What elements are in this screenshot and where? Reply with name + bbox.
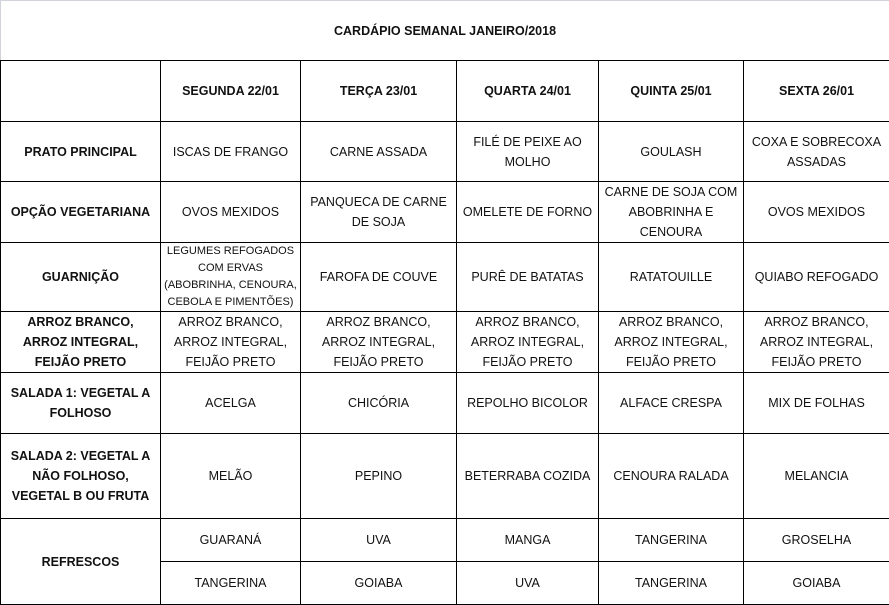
drink-cell: UVA	[301, 519, 457, 562]
day-header: QUARTA 24/01	[457, 61, 599, 122]
corner-cell	[1, 61, 161, 122]
menu-cell: FAROFA DE COUVE	[301, 243, 457, 312]
menu-cell: OMELETE DE FORNO	[457, 182, 599, 243]
menu-cell: PURÊ DE BATATAS	[457, 243, 599, 312]
row-label: PRATO PRINCIPAL	[1, 122, 161, 182]
menu-cell: QUIABO REFOGADO	[744, 243, 889, 312]
menu-cell: ACELGA	[161, 373, 301, 434]
table-row: ARROZ BRANCO, ARROZ INTEGRAL, FEIJÃO PRE…	[1, 312, 889, 373]
menu-cell: ARROZ BRANCO, ARROZ INTEGRAL, FEIJÃO PRE…	[599, 312, 744, 373]
drink-cell: MANGA	[457, 519, 599, 562]
drink-cell: TANGERINA	[161, 562, 301, 605]
menu-cell: COXA E SOBRECOXA ASSADAS	[744, 122, 889, 182]
day-header: QUINTA 25/01	[599, 61, 744, 122]
drink-cell: TANGERINA	[599, 519, 744, 562]
menu-cell: ALFACE CRESPA	[599, 373, 744, 434]
drink-cell: GOIABA	[301, 562, 457, 605]
drink-cell: GUARANÁ	[161, 519, 301, 562]
row-label: SALADA 1: VEGETAL A FOLHOSO	[1, 373, 161, 434]
menu-cell: OVOS MEXIDOS	[744, 182, 889, 243]
row-label: OPÇÃO VEGETARIANA	[1, 182, 161, 243]
menu-cell: OVOS MEXIDOS	[161, 182, 301, 243]
drink-cell: GOIABA	[744, 562, 889, 605]
menu-cell: CENOURA RALADA	[599, 434, 744, 519]
row-label: ARROZ BRANCO, ARROZ INTEGRAL, FEIJÃO PRE…	[1, 312, 161, 373]
menu-cell: CHICÓRIA	[301, 373, 457, 434]
menu-cell: ARROZ BRANCO, ARROZ INTEGRAL, FEIJÃO PRE…	[301, 312, 457, 373]
menu-cell: ARROZ BRANCO, ARROZ INTEGRAL, FEIJÃO PRE…	[161, 312, 301, 373]
row-label: REFRESCOS	[1, 519, 161, 605]
drink-cell: GROSELHA	[744, 519, 889, 562]
menu-cell: FILÉ DE PEIXE AO MOLHO	[457, 122, 599, 182]
drink-cell: UVA	[457, 562, 599, 605]
menu-cell: LEGUMES REFOGADOS COM ERVAS (ABOBRINHA, …	[161, 243, 301, 312]
drink-cell: TANGERINA	[599, 562, 744, 605]
day-header: SEGUNDA 22/01	[161, 61, 301, 122]
menu-cell: RATATOUILLE	[599, 243, 744, 312]
row-label: GUARNIÇÃO	[1, 243, 161, 312]
menu-cell: PANQUECA DE CARNE DE SOJA	[301, 182, 457, 243]
menu-title: CARDÁPIO SEMANAL JANEIRO/2018	[1, 1, 889, 61]
day-header: TERÇA 23/01	[301, 61, 457, 122]
menu-cell: MELÃO	[161, 434, 301, 519]
row-label: SALADA 2: VEGETAL A NÃO FOLHOSO, VEGETAL…	[1, 434, 161, 519]
menu-cell: CARNE ASSADA	[301, 122, 457, 182]
day-header: SEXTA 26/01	[744, 61, 889, 122]
menu-cell: BETERRABA COZIDA	[457, 434, 599, 519]
menu-cell: ARROZ BRANCO, ARROZ INTEGRAL, FEIJÃO PRE…	[457, 312, 599, 373]
table-row: SALADA 2: VEGETAL A NÃO FOLHOSO, VEGETAL…	[1, 434, 889, 519]
menu-cell: REPOLHO BICOLOR	[457, 373, 599, 434]
menu-cell: MIX DE FOLHAS	[744, 373, 889, 434]
menu-cell: MELANCIA	[744, 434, 889, 519]
menu-cell: ISCAS DE FRANGO	[161, 122, 301, 182]
menu-cell: GOULASH	[599, 122, 744, 182]
menu-cell: CARNE DE SOJA COM ABOBRINHA E CENOURA	[599, 182, 744, 243]
menu-cell: ARROZ BRANCO, ARROZ INTEGRAL, FEIJÃO PRE…	[744, 312, 889, 373]
menu-cell: PEPINO	[301, 434, 457, 519]
